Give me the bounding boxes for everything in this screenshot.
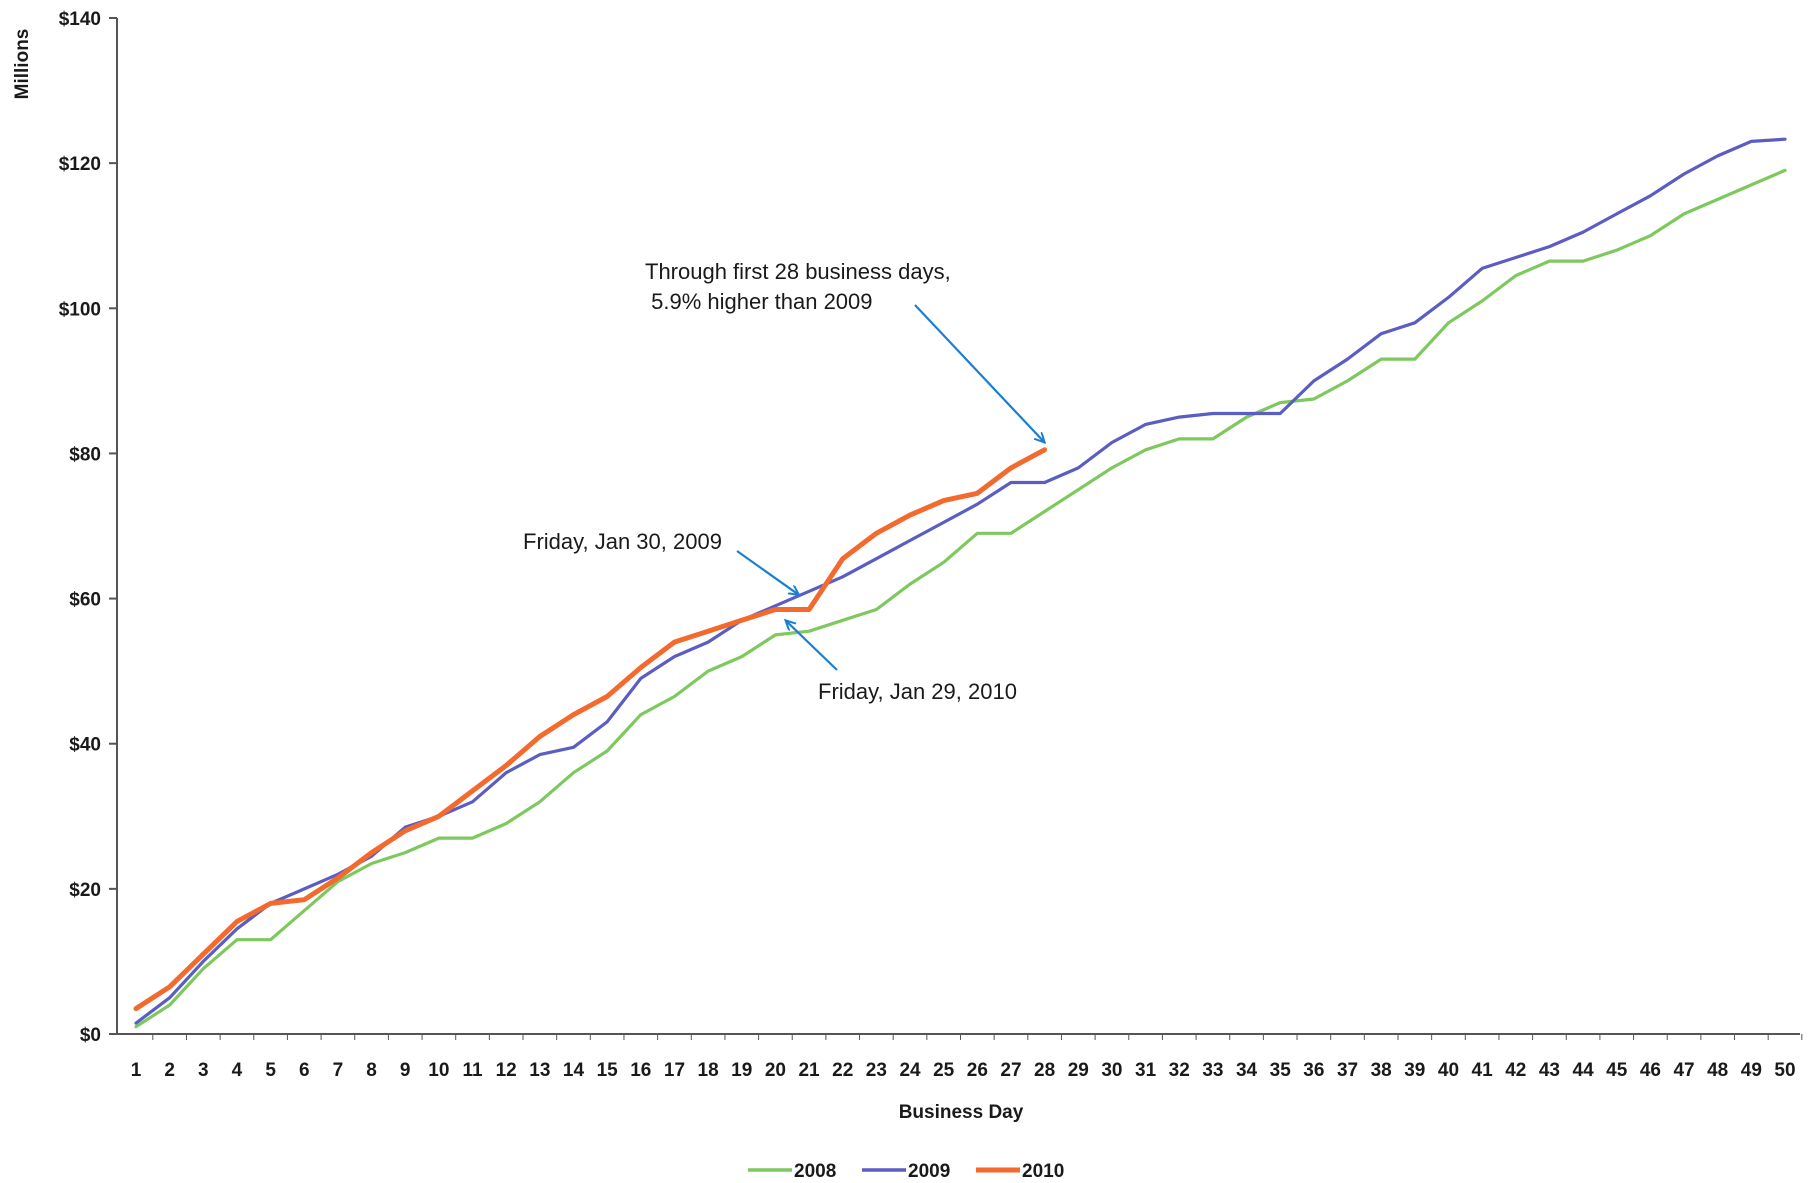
x-tick-label: 30 <box>1101 1060 1122 1081</box>
y-ticks: $0 $20 $40 $60 $80 $100 $120 $140 <box>59 9 117 1046</box>
x-tick-label: 3 <box>198 1060 209 1081</box>
legend-label: 2010 <box>1022 1161 1064 1182</box>
x-tick-label: 23 <box>866 1060 887 1081</box>
x-tick-label: 17 <box>664 1060 685 1081</box>
x-tick-label: 19 <box>731 1060 752 1081</box>
x-tick-label: 4 <box>232 1060 243 1081</box>
annotation-arrow <box>786 620 838 671</box>
x-tick-label: 10 <box>428 1060 449 1081</box>
x-tick-label: 41 <box>1472 1060 1494 1081</box>
x-tick-label: 1 <box>131 1060 142 1081</box>
x-tick-label: 37 <box>1337 1060 1358 1081</box>
axes <box>110 18 1800 1035</box>
x-tick-label: 49 <box>1741 1060 1762 1081</box>
y-tick-label: $20 <box>69 880 101 901</box>
x-tick-label: 6 <box>299 1060 310 1081</box>
y-tick-label: $0 <box>80 1025 101 1046</box>
x-tick-label: 38 <box>1371 1060 1392 1081</box>
series-line-2010 <box>133 447 1048 1012</box>
x-tick-label: 8 <box>366 1060 377 1081</box>
x-tick-label: 25 <box>933 1060 955 1081</box>
legend-label: 2008 <box>794 1161 836 1182</box>
y-tick-label: $100 <box>59 299 101 320</box>
y-axis-title: Millions <box>12 29 33 100</box>
x-tick-label: 32 <box>1169 1060 1190 1081</box>
legend-label: 2009 <box>908 1161 950 1182</box>
series-lines <box>133 137 1787 1029</box>
x-tick-label: 24 <box>899 1060 921 1081</box>
x-tick-label: 34 <box>1236 1060 1258 1081</box>
annotation-text: Friday, Jan 30, 2009 <box>523 529 722 554</box>
x-tick-label: 39 <box>1404 1060 1425 1081</box>
annotation-line: 5.9% higher than 2009 <box>645 289 873 314</box>
y-tick-label: $60 <box>69 590 101 611</box>
x-tick-label: 2 <box>164 1060 175 1081</box>
x-tick-label: 31 <box>1135 1060 1157 1081</box>
x-tick-label: 15 <box>597 1060 619 1081</box>
x-tick-label: 48 <box>1707 1060 1728 1081</box>
series-line-2008 <box>134 168 1787 1029</box>
annotation-line: Through first 28 business days, <box>645 259 951 284</box>
x-tick-label: 29 <box>1068 1060 1089 1081</box>
legend: 2008 2009 2010 <box>748 1161 1064 1182</box>
x-tick-label: 44 <box>1573 1060 1595 1081</box>
annotation-line: Friday, Jan 29, 2010 <box>818 679 1017 704</box>
x-ticks: 1 2 3 4 5 6 7 8 9 10 11 12 13 14 15 16 17 18 19 20 21 22 23 24 2… <box>131 1034 1803 1081</box>
x-axis-title: Business Day <box>899 1102 1024 1123</box>
x-tick-label: 42 <box>1505 1060 1526 1081</box>
y-tick-label: $80 <box>69 444 101 465</box>
y-tick-label: $120 <box>59 154 101 175</box>
x-tick-label: 11 <box>462 1060 483 1081</box>
x-tick-label: 9 <box>400 1060 411 1081</box>
x-tick-label: 14 <box>563 1060 585 1081</box>
x-tick-label: 12 <box>496 1060 517 1081</box>
x-tick-label: 40 <box>1438 1060 1459 1081</box>
series-line-2009 <box>134 137 1787 1025</box>
annotation-line: Friday, Jan 30, 2009 <box>523 529 722 554</box>
annotation-text: Through first 28 business days, 5.9% hig… <box>645 259 951 314</box>
annotation-text: Friday, Jan 29, 2010 <box>818 679 1017 704</box>
annotation-arrow <box>914 304 1045 443</box>
x-tick-label: 7 <box>333 1060 344 1081</box>
x-tick-label: 13 <box>529 1060 550 1081</box>
x-tick-label: 47 <box>1673 1060 1694 1081</box>
y-tick-label: $40 <box>69 735 101 756</box>
x-tick-label: 33 <box>1202 1060 1223 1081</box>
x-tick-label: 50 <box>1774 1060 1795 1081</box>
x-tick-label: 5 <box>265 1060 276 1081</box>
x-tick-label: 22 <box>832 1060 853 1081</box>
y-tick-label: $140 <box>59 9 101 30</box>
x-tick-label: 43 <box>1539 1060 1560 1081</box>
x-tick-label: 36 <box>1303 1060 1324 1081</box>
x-tick-label: 28 <box>1034 1060 1055 1081</box>
annotations: Through first 28 business days, 5.9% hig… <box>523 259 1045 704</box>
x-tick-label: 26 <box>967 1060 988 1081</box>
x-tick-label: 46 <box>1640 1060 1661 1081</box>
x-tick-label: 27 <box>1000 1060 1021 1081</box>
x-tick-label: 35 <box>1270 1060 1292 1081</box>
x-tick-label: 21 <box>798 1060 820 1081</box>
x-tick-label: 16 <box>630 1060 651 1081</box>
annotation-arrow <box>736 550 799 595</box>
x-tick-label: 20 <box>765 1060 786 1081</box>
x-tick-label: 45 <box>1606 1060 1628 1081</box>
x-tick-label: 18 <box>698 1060 719 1081</box>
